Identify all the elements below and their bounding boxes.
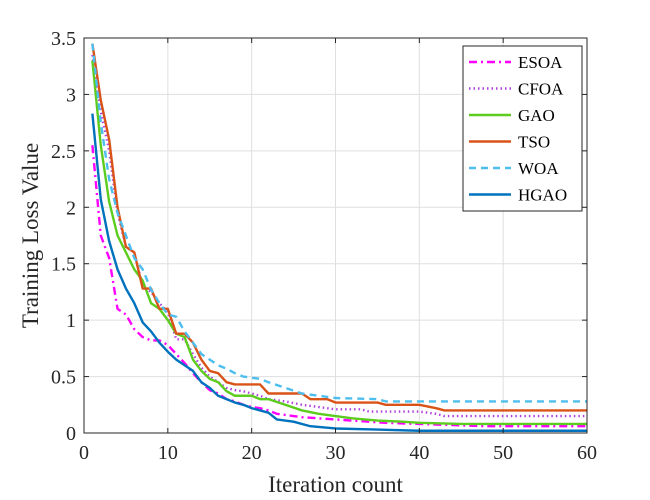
y-tick-label: 1 [66, 310, 76, 332]
y-tick-label: 2 [66, 197, 76, 219]
legend-label-hgao: HGAO [518, 186, 567, 205]
x-tick-label: 40 [409, 442, 429, 464]
legend: ESOA CFOA GAO TSO WOA HGAO [462, 45, 583, 212]
legend-label-tso: TSO [518, 133, 550, 152]
legend-label-esoa: ESOA [518, 53, 563, 72]
legend-label-gao: GAO [518, 106, 555, 125]
y-tick-label: 0.5 [51, 367, 76, 389]
y-axis-label: Training Loss Value [18, 143, 43, 328]
x-tick-label: 50 [493, 442, 513, 464]
x-tick-label: 20 [242, 442, 262, 464]
series-layer [91, 43, 587, 432]
y-tick-label: 3 [66, 84, 76, 106]
x-tick-label: 30 [326, 442, 346, 464]
legend-label-cfoa: CFOA [518, 80, 564, 99]
x-tick-label: 60 [577, 442, 597, 464]
series-line-woa [91, 43, 587, 403]
series-line-gao [91, 60, 587, 426]
y-tick-label: 1.5 [51, 254, 76, 276]
y-tick-label: 0 [66, 423, 76, 445]
axis-ticks: 0 10 20 30 40 50 60 0 0.5 1 1.5 2 2.5 3 3.5 [51, 28, 597, 464]
x-axis-label: Iteration count [268, 472, 403, 497]
x-tick-label: 0 [79, 442, 89, 464]
series-line-hgao [91, 113, 587, 432]
legend-label-woa: WOA [518, 159, 559, 178]
y-tick-label: 3.5 [51, 28, 76, 50]
x-tick-label: 10 [158, 442, 178, 464]
legend-box [462, 45, 583, 212]
series-line-tso [91, 43, 587, 412]
y-tick-label: 2.5 [51, 141, 76, 163]
